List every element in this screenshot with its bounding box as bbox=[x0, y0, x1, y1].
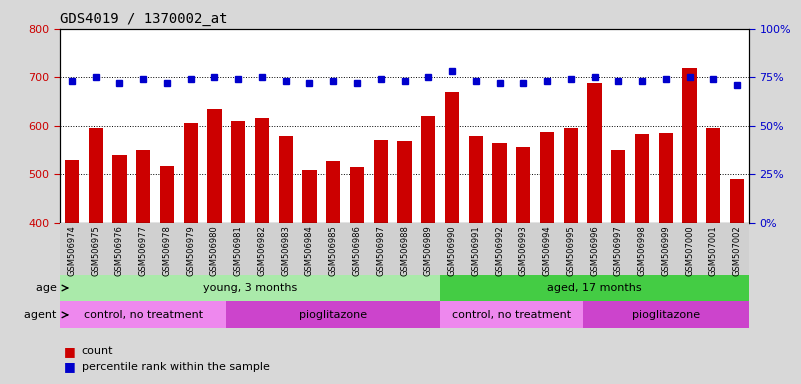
Bar bbox=[65, 160, 79, 223]
Text: GSM506997: GSM506997 bbox=[614, 225, 623, 276]
Bar bbox=[540, 132, 554, 223]
Text: GSM506992: GSM506992 bbox=[495, 225, 504, 276]
Bar bbox=[635, 134, 649, 223]
Bar bbox=[706, 128, 720, 223]
Bar bbox=[587, 83, 602, 223]
Text: GSM506983: GSM506983 bbox=[281, 225, 290, 276]
Bar bbox=[350, 167, 364, 223]
Bar bbox=[440, 301, 582, 328]
Bar bbox=[421, 116, 436, 223]
Bar bbox=[60, 275, 440, 301]
Text: count: count bbox=[82, 346, 113, 356]
Bar bbox=[611, 150, 626, 223]
Bar bbox=[255, 119, 269, 223]
Text: GSM506982: GSM506982 bbox=[257, 225, 267, 276]
Bar bbox=[682, 68, 697, 223]
Text: GSM506999: GSM506999 bbox=[662, 225, 670, 276]
Text: age: age bbox=[36, 283, 60, 293]
Bar bbox=[658, 133, 673, 223]
Bar bbox=[445, 92, 459, 223]
Text: GDS4019 / 1370002_at: GDS4019 / 1370002_at bbox=[60, 12, 227, 26]
Bar bbox=[397, 141, 412, 223]
Text: control, no treatment: control, no treatment bbox=[452, 310, 571, 320]
Bar bbox=[564, 128, 578, 223]
Text: pioglitazone: pioglitazone bbox=[300, 310, 368, 320]
Text: GSM506975: GSM506975 bbox=[91, 225, 100, 276]
Text: GSM506976: GSM506976 bbox=[115, 225, 124, 276]
Text: GSM506996: GSM506996 bbox=[590, 225, 599, 276]
Text: GSM506978: GSM506978 bbox=[163, 225, 171, 276]
Bar bbox=[136, 150, 151, 223]
Text: ■: ■ bbox=[64, 345, 76, 358]
Bar bbox=[207, 109, 222, 223]
Text: GSM506977: GSM506977 bbox=[139, 225, 147, 276]
Text: GSM506980: GSM506980 bbox=[210, 225, 219, 276]
Text: young, 3 months: young, 3 months bbox=[203, 283, 297, 293]
Text: GSM506998: GSM506998 bbox=[638, 225, 646, 276]
Text: GSM506989: GSM506989 bbox=[424, 225, 433, 276]
Text: GSM507001: GSM507001 bbox=[709, 225, 718, 276]
Bar bbox=[302, 170, 316, 223]
Text: pioglitazone: pioglitazone bbox=[632, 310, 700, 320]
Bar bbox=[493, 143, 507, 223]
Text: GSM506984: GSM506984 bbox=[305, 225, 314, 276]
Bar bbox=[183, 123, 198, 223]
Text: GSM506995: GSM506995 bbox=[566, 225, 575, 276]
Bar bbox=[279, 136, 293, 223]
Bar bbox=[730, 179, 744, 223]
Text: agent: agent bbox=[24, 310, 60, 320]
Text: GSM507000: GSM507000 bbox=[685, 225, 694, 276]
Bar bbox=[60, 301, 227, 328]
Bar bbox=[373, 140, 388, 223]
Bar bbox=[582, 301, 749, 328]
Bar bbox=[440, 275, 749, 301]
Text: GSM506981: GSM506981 bbox=[234, 225, 243, 276]
Bar bbox=[227, 301, 440, 328]
Text: GSM506990: GSM506990 bbox=[448, 225, 457, 276]
Text: GSM507002: GSM507002 bbox=[733, 225, 742, 276]
Bar bbox=[516, 147, 530, 223]
Bar bbox=[160, 166, 174, 223]
Text: GSM506986: GSM506986 bbox=[352, 225, 361, 276]
Bar bbox=[326, 161, 340, 223]
Text: GSM506979: GSM506979 bbox=[186, 225, 195, 276]
Text: aged, 17 months: aged, 17 months bbox=[547, 283, 642, 293]
Bar bbox=[469, 136, 483, 223]
Text: GSM506987: GSM506987 bbox=[376, 225, 385, 276]
Bar bbox=[89, 128, 103, 223]
Text: GSM506994: GSM506994 bbox=[542, 225, 552, 276]
Text: GSM506974: GSM506974 bbox=[67, 225, 76, 276]
Bar bbox=[231, 121, 245, 223]
Text: percentile rank within the sample: percentile rank within the sample bbox=[82, 362, 270, 372]
Text: GSM506991: GSM506991 bbox=[471, 225, 481, 276]
Text: GSM506993: GSM506993 bbox=[519, 225, 528, 276]
Text: ■: ■ bbox=[64, 360, 76, 373]
Text: GSM506988: GSM506988 bbox=[400, 225, 409, 276]
Bar bbox=[112, 155, 127, 223]
Text: control, no treatment: control, no treatment bbox=[83, 310, 203, 320]
Text: GSM506985: GSM506985 bbox=[328, 225, 338, 276]
